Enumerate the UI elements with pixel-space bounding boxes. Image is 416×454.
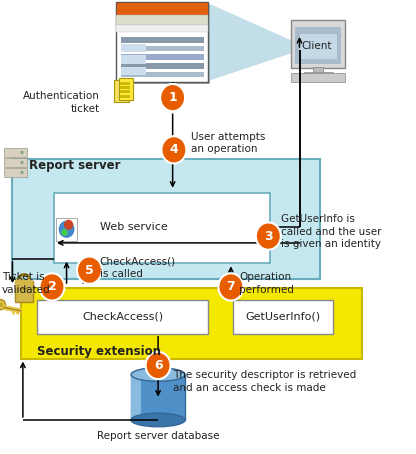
Bar	[121, 54, 204, 60]
Text: 2: 2	[47, 281, 57, 293]
Bar	[4, 168, 27, 177]
Text: User attempts
an operation: User attempts an operation	[191, 132, 266, 154]
Text: CheckAccess(): CheckAccess()	[82, 312, 163, 322]
Ellipse shape	[131, 413, 185, 427]
Text: Web service: Web service	[100, 222, 168, 232]
Bar	[12, 159, 320, 279]
Bar	[116, 25, 208, 32]
Bar	[121, 46, 204, 51]
Bar	[119, 78, 133, 100]
Circle shape	[160, 84, 185, 111]
Text: GetUserInfo is
called and the user
is given an identity: GetUserInfo is called and the user is gi…	[281, 214, 381, 249]
Bar	[121, 44, 146, 52]
Ellipse shape	[59, 221, 74, 238]
Bar	[15, 281, 33, 302]
Ellipse shape	[131, 368, 185, 381]
Text: Authentication
ticket: Authentication ticket	[23, 91, 100, 114]
Text: Report server: Report server	[29, 159, 121, 172]
Bar	[300, 34, 337, 59]
Bar	[119, 5, 210, 84]
Text: 7: 7	[226, 281, 235, 293]
Bar	[116, 2, 208, 15]
Circle shape	[77, 257, 102, 284]
Circle shape	[146, 352, 171, 379]
Circle shape	[40, 273, 64, 301]
Bar	[54, 193, 270, 263]
Bar	[233, 300, 333, 334]
Text: Report server database: Report server database	[97, 431, 219, 441]
Text: Client: Client	[301, 41, 332, 51]
Bar	[116, 2, 208, 82]
Text: 1: 1	[168, 91, 177, 104]
Bar	[114, 80, 129, 102]
Bar	[131, 375, 141, 420]
Bar	[4, 148, 27, 157]
Bar	[295, 27, 341, 64]
Bar	[121, 72, 204, 77]
Bar	[4, 158, 27, 167]
Bar	[120, 86, 130, 89]
Bar	[131, 375, 185, 420]
Ellipse shape	[20, 161, 24, 164]
Bar	[121, 37, 204, 43]
Bar	[121, 63, 204, 69]
Bar	[116, 15, 208, 25]
Text: Ticket is
validated: Ticket is validated	[2, 272, 51, 295]
Bar	[120, 82, 130, 85]
Text: Operation
performed: Operation performed	[239, 272, 294, 295]
Ellipse shape	[64, 220, 73, 230]
Polygon shape	[206, 2, 308, 82]
Bar	[21, 288, 362, 359]
Text: GetUserInfo(): GetUserInfo()	[245, 312, 320, 322]
Circle shape	[218, 273, 243, 301]
Circle shape	[161, 136, 186, 163]
Text: 4: 4	[169, 143, 178, 156]
Text: 5: 5	[85, 264, 94, 276]
Bar	[291, 73, 345, 82]
Ellipse shape	[20, 151, 24, 154]
Bar	[120, 95, 130, 98]
Bar	[313, 67, 323, 73]
Text: 3: 3	[264, 230, 272, 242]
Bar	[121, 67, 146, 75]
Text: CheckAccess()
is called: CheckAccess() is called	[100, 257, 176, 279]
Bar	[291, 20, 345, 68]
Circle shape	[256, 222, 281, 250]
Ellipse shape	[62, 229, 68, 236]
Text: Security extension: Security extension	[37, 345, 161, 358]
Text: 6: 6	[154, 359, 162, 372]
Ellipse shape	[0, 302, 3, 307]
Ellipse shape	[0, 300, 5, 310]
Ellipse shape	[20, 171, 24, 174]
Bar	[15, 279, 33, 288]
Bar	[37, 300, 208, 334]
Bar	[121, 55, 146, 64]
Text: The security descriptor is retrieved
and an access check is made: The security descriptor is retrieved and…	[173, 370, 356, 393]
Bar	[120, 90, 130, 93]
Bar	[56, 218, 77, 241]
Bar	[304, 72, 333, 79]
